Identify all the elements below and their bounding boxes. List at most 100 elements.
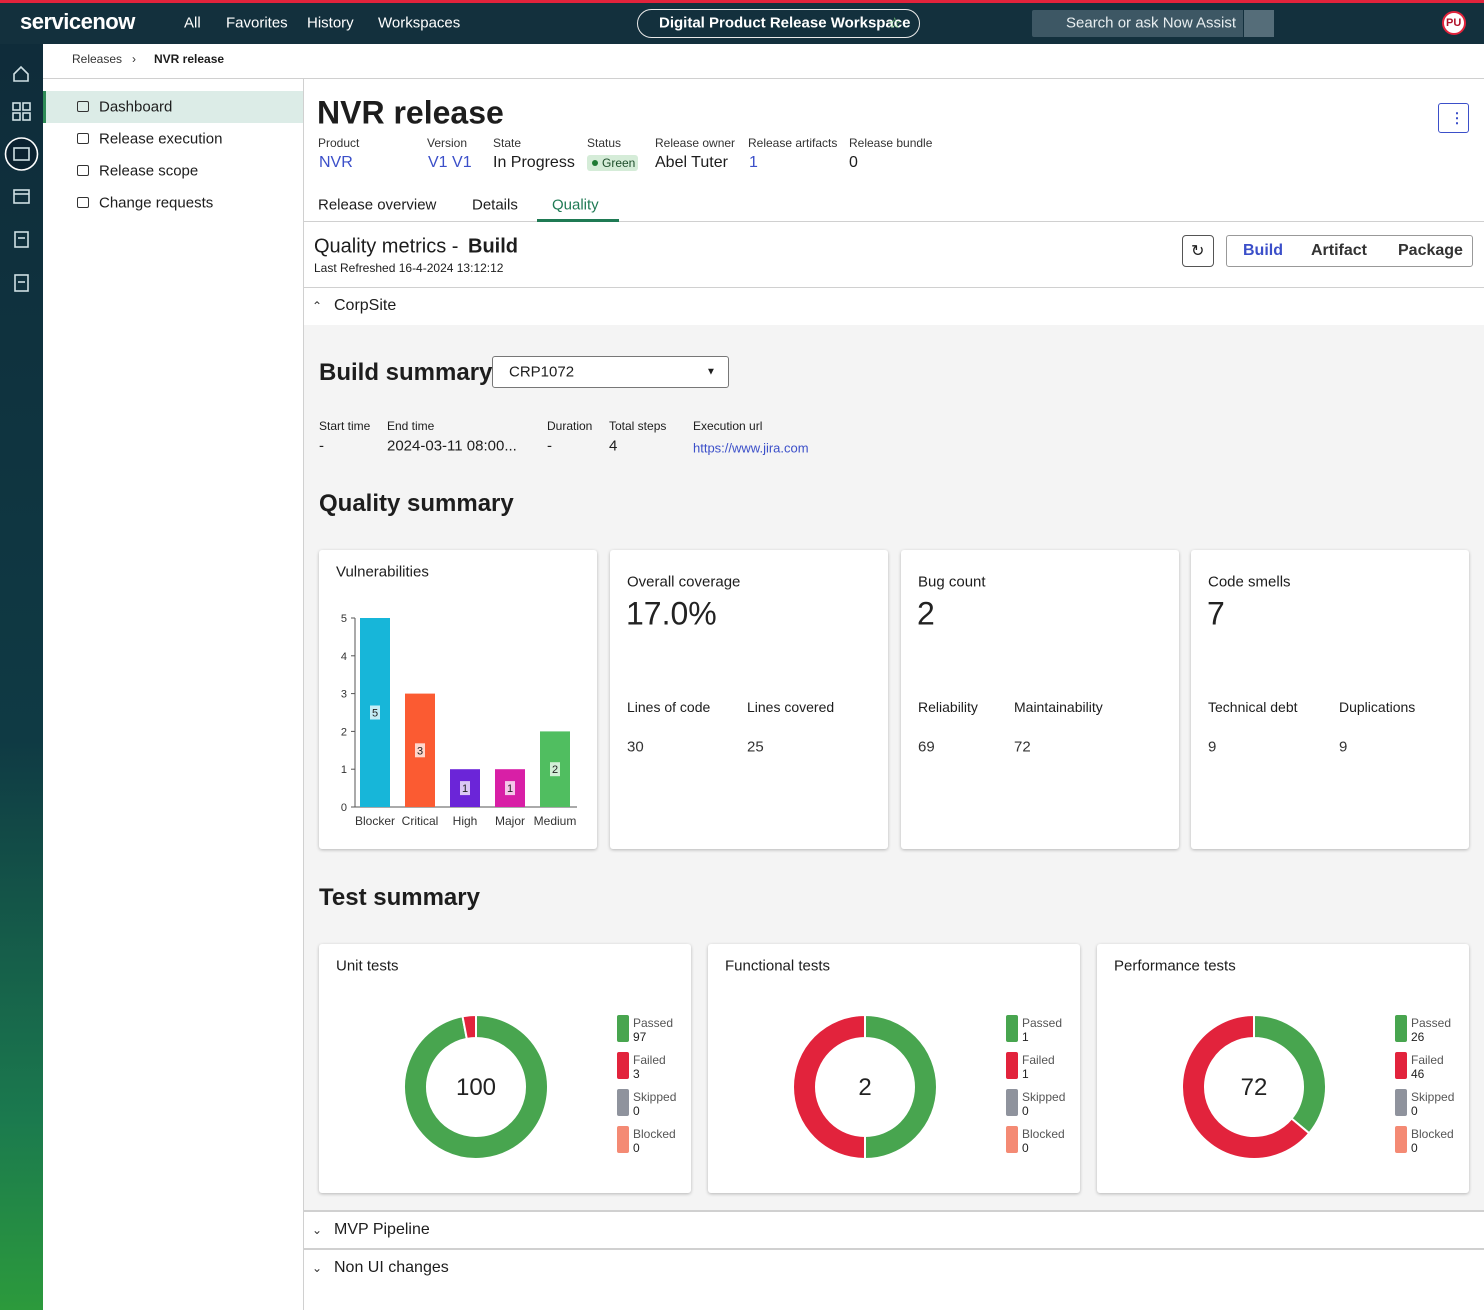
avatar-text[interactable]: PU xyxy=(1446,17,1462,29)
refresh-button[interactable] xyxy=(1182,235,1214,267)
metric-card xyxy=(901,550,1179,849)
metric-card xyxy=(1191,550,1469,849)
quality-type: Build xyxy=(468,235,518,258)
breadcrumb-current: NVR release xyxy=(154,52,225,66)
workspace-name[interactable]: Digital Product Release Workspace xyxy=(659,14,911,32)
card-value: 17.0% xyxy=(626,595,717,632)
section-title[interactable]: Non UI changes xyxy=(334,1259,449,1276)
field-value[interactable]: 1 xyxy=(749,154,758,171)
menu-item[interactable]: History xyxy=(307,14,354,32)
tab-underline xyxy=(537,219,619,222)
metric-label: Lines of code xyxy=(627,699,711,715)
field-label: Product xyxy=(318,136,360,150)
section-title[interactable]: MVP Pipeline xyxy=(334,1221,430,1238)
quality-title: Quality metrics - xyxy=(314,235,459,258)
brand: servicenow xyxy=(20,9,135,34)
field-value: 0 xyxy=(849,154,858,171)
nav-icon xyxy=(77,197,89,208)
field-value: 4 xyxy=(609,437,618,455)
section-caret: ⌃ xyxy=(312,299,323,313)
divider xyxy=(304,1210,1484,1212)
tab[interactable]: Release overview xyxy=(318,196,437,214)
card-title: Unit tests xyxy=(336,957,399,975)
metric-card xyxy=(319,550,597,849)
side-nav xyxy=(43,79,304,1310)
metric-value: 25 xyxy=(747,738,764,756)
metric-label: Technical debt xyxy=(1208,699,1298,715)
section-caret: ⌄ xyxy=(312,1223,323,1237)
status-pill xyxy=(587,155,638,171)
breadcrumb-link[interactable]: Releases xyxy=(72,52,123,66)
field-label: Duration xyxy=(547,419,593,433)
test-card xyxy=(319,944,691,1193)
field-value: - xyxy=(319,437,324,455)
card-title: Bug count xyxy=(918,573,986,591)
section-heading: Quality summary xyxy=(319,490,514,517)
select-caret: ▼ xyxy=(706,366,716,378)
field-label: Status xyxy=(587,136,622,150)
field-label: End time xyxy=(387,419,435,433)
divider xyxy=(304,221,1484,222)
card-title: Functional tests xyxy=(725,957,831,975)
field-label: Execution url xyxy=(693,419,763,433)
nav-icon xyxy=(77,133,89,144)
field-label: Release artifacts xyxy=(748,136,838,150)
metric-value: 9 xyxy=(1339,738,1348,756)
nav-item[interactable]: Change requests xyxy=(99,194,214,212)
toggle-option[interactable]: Package xyxy=(1398,242,1463,259)
toggle-option[interactable]: Artifact xyxy=(1311,242,1368,259)
section-caret: ⌄ xyxy=(312,1261,323,1275)
search-box[interactable] xyxy=(1032,10,1274,37)
nav-icon xyxy=(77,101,89,112)
search-text[interactable]: Search or ask Now Assist xyxy=(1066,14,1237,32)
build-select[interactable] xyxy=(492,356,729,388)
field-value[interactable]: V1 V1 xyxy=(428,154,472,171)
toggle-option[interactable]: Build xyxy=(1243,242,1283,259)
last-refreshed: Last Refreshed 16-4-2024 13:12:12 xyxy=(314,261,504,275)
metric-value: 72 xyxy=(1014,738,1031,756)
test-card xyxy=(1097,944,1469,1193)
section-heading: Test summary xyxy=(319,884,480,911)
metric-value: 9 xyxy=(1208,738,1217,756)
field-value: Abel Tuter xyxy=(655,154,728,171)
status-dot xyxy=(592,160,598,166)
metric-label: Lines covered xyxy=(747,699,835,715)
metric-label: Reliability xyxy=(918,699,978,715)
card-title: Overall coverage xyxy=(627,573,741,591)
menu-item[interactable]: All xyxy=(184,14,201,32)
workspace-pill[interactable] xyxy=(637,9,920,38)
field-label: State xyxy=(493,136,522,150)
divider xyxy=(43,78,1484,79)
field-label: Total steps xyxy=(609,419,667,433)
rail-icons xyxy=(4,65,39,292)
record-title: NVR release xyxy=(317,94,504,131)
toggle-group xyxy=(1226,235,1473,267)
nav-item[interactable]: Dashboard xyxy=(99,98,173,116)
nav-item[interactable]: Release scope xyxy=(99,162,199,180)
section-title[interactable]: CorpSite xyxy=(334,297,397,314)
more-icon: ⋮ xyxy=(1450,109,1464,126)
metric-value: 69 xyxy=(918,738,935,756)
field-label: Release owner xyxy=(655,136,736,150)
tab[interactable]: Details xyxy=(472,196,518,214)
field-value: - xyxy=(547,437,552,455)
metric-card xyxy=(610,550,888,849)
card-title: Code smells xyxy=(1208,573,1291,591)
breadcrumb-sep: › xyxy=(132,52,136,66)
search-drop[interactable] xyxy=(1243,10,1274,37)
menu-item[interactable]: Favorites xyxy=(226,14,288,32)
build-select-value[interactable]: CRP1072 xyxy=(509,363,575,381)
nav-icon xyxy=(77,165,89,176)
avatar[interactable] xyxy=(1442,11,1466,35)
nav-item[interactable]: Release execution xyxy=(99,130,223,148)
star-icon: ☆ xyxy=(888,15,902,32)
menu-item[interactable]: Workspaces xyxy=(378,14,461,32)
refresh-icon: ↻ xyxy=(1191,243,1205,260)
field-value[interactable]: NVR xyxy=(319,154,353,171)
card-value: 2 xyxy=(917,595,935,632)
more-button[interactable] xyxy=(1438,103,1469,133)
field-label: Version xyxy=(427,136,468,150)
tab[interactable]: Quality xyxy=(552,196,599,214)
field-value[interactable]: https://www.jira.com xyxy=(693,440,809,456)
